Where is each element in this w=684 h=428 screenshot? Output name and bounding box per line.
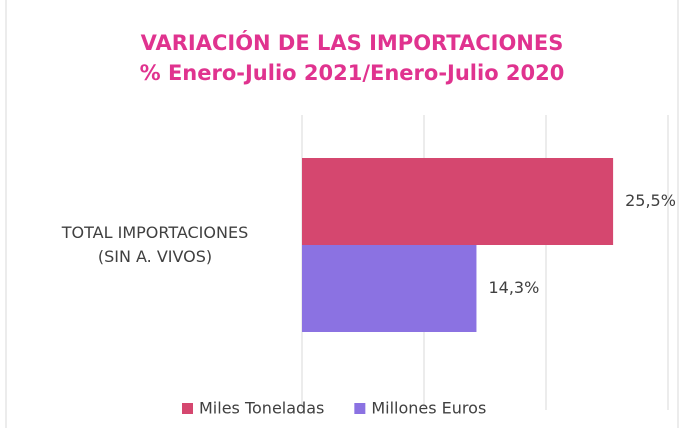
chart-title: VARIACIÓN DE LAS IMPORTACIONES [141, 30, 564, 55]
legend-label: Miles Toneladas [199, 399, 324, 418]
legend-swatch [182, 403, 193, 414]
bar [302, 158, 614, 245]
data-label: 14,3% [488, 278, 539, 297]
legend-swatch [354, 403, 366, 414]
bar [302, 245, 477, 332]
chart-subtitle: % Enero-Julio 2021/Enero-Julio 2020 [140, 61, 565, 85]
y-tick-label: TOTAL IMPORTACIONES (SIN A. VIVOS) [61, 223, 249, 266]
legend-label: Millones Euros [371, 399, 486, 418]
data-label: 25,5% [625, 191, 676, 210]
